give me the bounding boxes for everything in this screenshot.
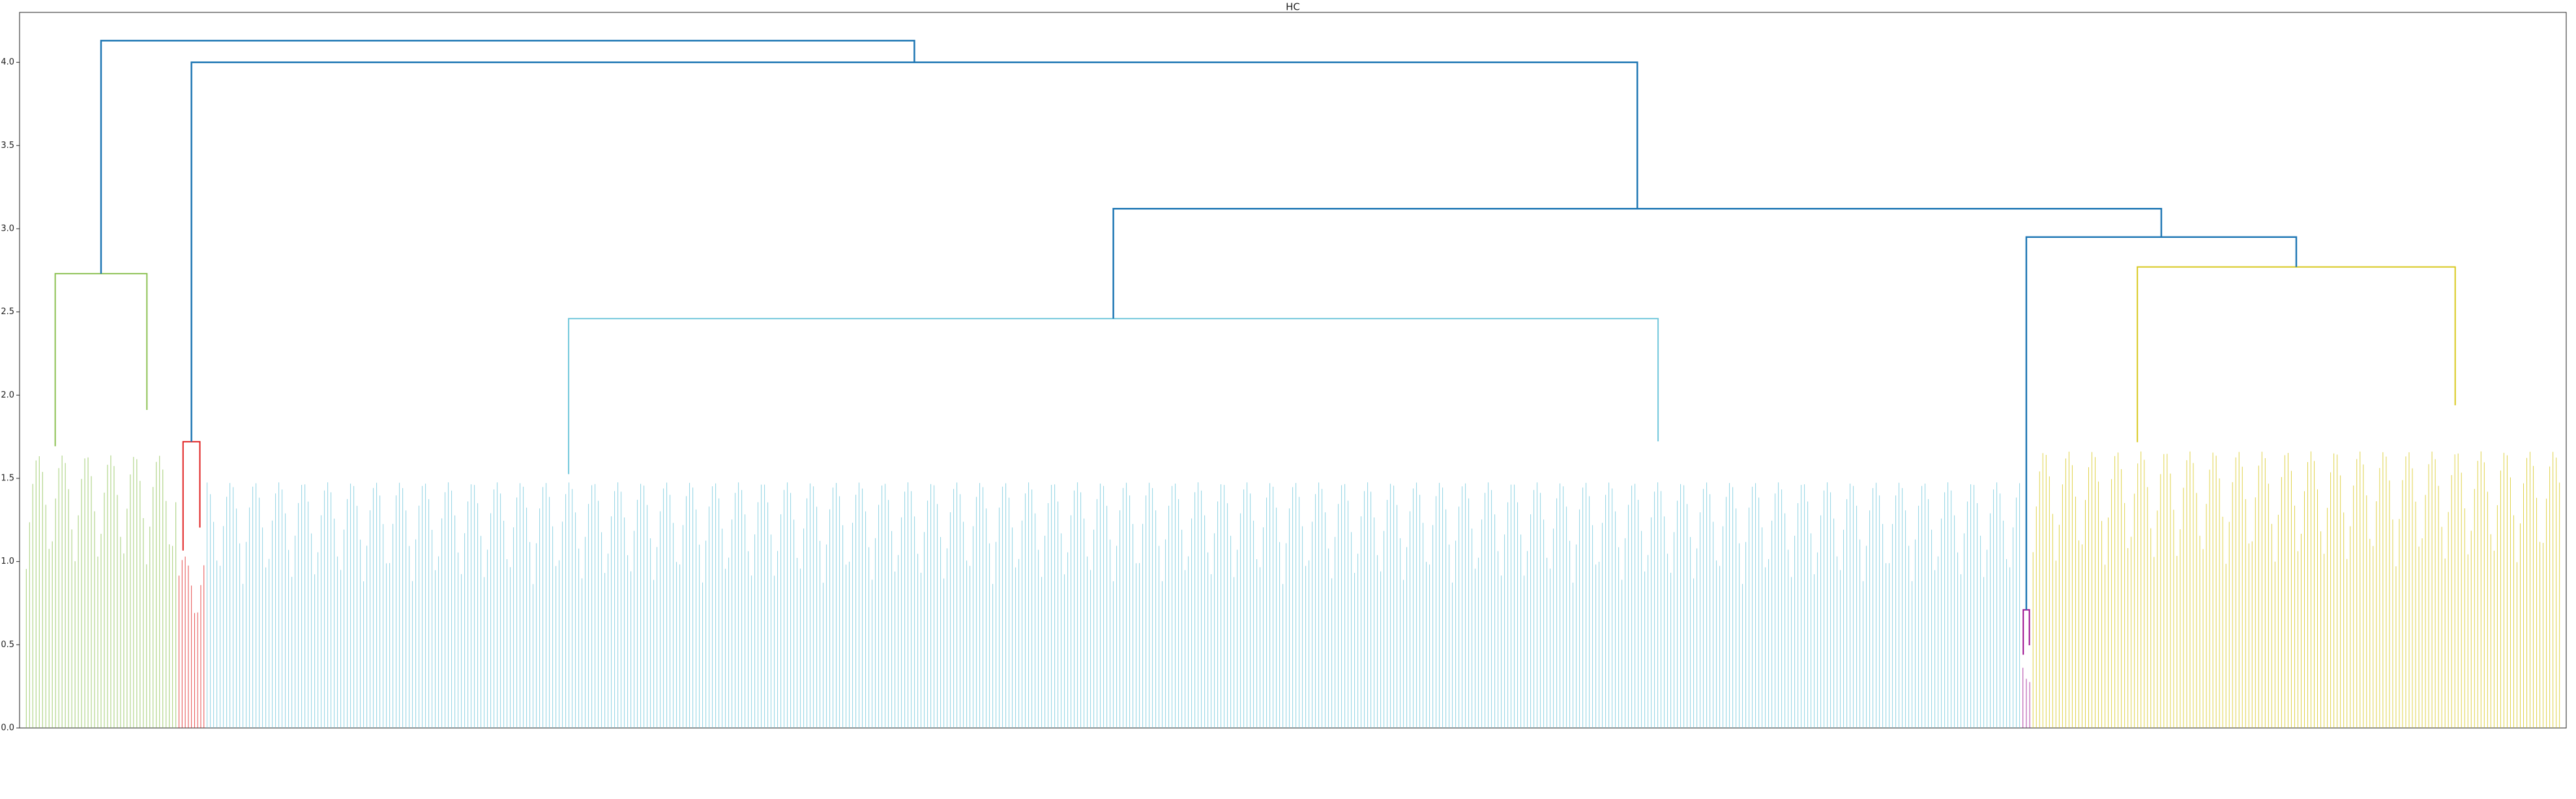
- top-link: [100, 40, 915, 274]
- y-tick-label: 2.5: [1, 307, 14, 317]
- top-link: [190, 61, 1638, 442]
- y-tick-label: 4.0: [1, 57, 14, 67]
- y-tick-label: 3.5: [1, 141, 14, 151]
- chart-title: HC: [1286, 1, 1300, 13]
- top-link: [1112, 208, 2163, 319]
- cluster-link: [2022, 609, 2030, 655]
- y-tick-label: 3.0: [1, 224, 14, 233]
- y-tick-label: 1.0: [1, 557, 14, 566]
- cluster-link: [182, 441, 201, 551]
- top-link: [2025, 236, 2298, 610]
- cluster-link: [568, 317, 1659, 474]
- y-tick-label: 0.0: [1, 723, 14, 733]
- y-tick-label: 1.5: [1, 473, 14, 483]
- y-tick-label: 0.5: [1, 640, 14, 650]
- cluster-link: [2137, 266, 2456, 443]
- cluster-link: [54, 272, 148, 446]
- y-tick-label: 2.0: [1, 390, 14, 400]
